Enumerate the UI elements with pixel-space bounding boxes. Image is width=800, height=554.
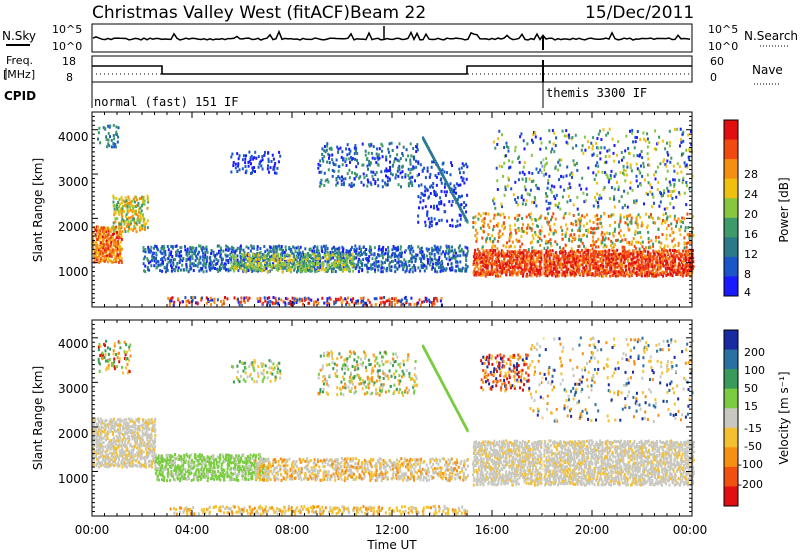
vel-ytick-2000: 2000 bbox=[58, 427, 89, 441]
date-label: 15/Dec/2011 bbox=[585, 3, 694, 23]
time-axis: 00:00 04:00 08:00 12:00 16:00 20:00 00:0… bbox=[75, 523, 708, 552]
power-panel: Slant Range [km] 4000 3000 2000 1000 bbox=[31, 111, 695, 308]
vcb-tick-200: 200 bbox=[744, 346, 765, 359]
nsearch-label: N.Search bbox=[744, 29, 798, 43]
nsky-tick-top: 10^5 bbox=[52, 23, 82, 36]
power-ytick-1000: 1000 bbox=[58, 265, 89, 279]
power-ytick-2000: 2000 bbox=[58, 220, 89, 234]
frequency-panel: Freq. [MHz] 18 8 60 0 Nave bbox=[3, 54, 783, 85]
freq-label: Freq. bbox=[6, 54, 33, 67]
xtick-1: 04:00 bbox=[175, 523, 210, 537]
xtick-4: 16:00 bbox=[475, 523, 510, 537]
power-scatter bbox=[92, 123, 695, 307]
velocity-scatter bbox=[92, 336, 695, 516]
cpid-label: CPID bbox=[4, 89, 36, 103]
pcb-tick-12: 12 bbox=[744, 248, 758, 261]
nave-tick-bottom: 0 bbox=[710, 71, 717, 84]
pcb-tick-20: 20 bbox=[744, 208, 758, 221]
velocity-colorbar: 200 100 50 15 -15 -50 -100 -200 Velocity… bbox=[723, 329, 791, 507]
nsearch-tick-bottom: 10^0 bbox=[708, 40, 738, 53]
noise-panel: N.Sky N.Search 10^5 10^0 10^5 10^0 bbox=[2, 23, 798, 53]
nsky-trace bbox=[92, 29, 691, 42]
power-colorbar-label: Power [dB] bbox=[777, 177, 791, 242]
vcb-tick-50: 50 bbox=[744, 382, 758, 395]
vcb-tick-100: 100 bbox=[744, 364, 765, 377]
vcb-tick-15: 15 bbox=[744, 400, 758, 413]
power-ylabel: Slant Range [km] bbox=[31, 158, 45, 262]
pcb-tick-4: 4 bbox=[744, 286, 751, 299]
pcb-tick-28: 28 bbox=[744, 168, 758, 181]
vel-ytick-4000: 4000 bbox=[58, 337, 89, 351]
velocity-ylabel: Slant Range [km] bbox=[31, 366, 45, 470]
power-ytick-4000: 4000 bbox=[58, 130, 89, 144]
xtick-6: 00:00 bbox=[673, 523, 708, 537]
xlabel: Time UT bbox=[366, 538, 417, 552]
xtick-0: 00:00 bbox=[75, 523, 110, 537]
frequency-trace bbox=[92, 65, 692, 75]
vcb-tick-m50: -50 bbox=[744, 440, 762, 453]
nsky-tick-bottom: 10^0 bbox=[52, 40, 82, 53]
nsky-label: N.Sky bbox=[2, 29, 36, 43]
xtick-2: 08:00 bbox=[275, 523, 310, 537]
pcb-tick-24: 24 bbox=[744, 188, 758, 201]
power-colorbar: 28 24 20 16 12 8 4 Power [dB] bbox=[723, 119, 791, 299]
vel-ytick-3000: 3000 bbox=[58, 382, 89, 396]
station-title: Christmas Valley West (fitACF) bbox=[92, 3, 350, 23]
velocity-colorbar-label: Velocity [m s⁻¹] bbox=[777, 371, 791, 464]
cpid-themis: themis 3300 IF bbox=[546, 86, 647, 100]
nave-label: Nave bbox=[752, 63, 783, 77]
pcb-tick-16: 16 bbox=[744, 228, 758, 241]
cpid-normal: normal (fast) 151 IF bbox=[94, 95, 239, 109]
nsearch-tick-top: 10^5 bbox=[708, 23, 738, 36]
pcb-tick-8: 8 bbox=[744, 268, 751, 281]
beam-label: Beam 22 bbox=[350, 3, 426, 23]
vcb-tick-m15: -15 bbox=[744, 422, 762, 435]
power-ytick-3000: 3000 bbox=[58, 175, 89, 189]
cpid-panel: CPID normal (fast) 151 IF themis 3300 IF bbox=[4, 82, 647, 109]
xtick-5: 20:00 bbox=[575, 523, 610, 537]
vel-ytick-1000: 1000 bbox=[58, 472, 89, 486]
freq-unit-label: [MHz] bbox=[3, 68, 35, 81]
velocity-panel: Slant Range [km] 4000 3000 2000 1000 bbox=[31, 319, 695, 517]
freq-tick-top: 18 bbox=[62, 55, 76, 68]
freq-tick-bottom: 8 bbox=[66, 71, 73, 84]
vcb-tick-m200: -200 bbox=[738, 478, 763, 491]
xtick-3: 12:00 bbox=[375, 523, 410, 537]
vcb-tick-m100: -100 bbox=[738, 458, 763, 471]
nave-tick-top: 60 bbox=[710, 55, 724, 68]
